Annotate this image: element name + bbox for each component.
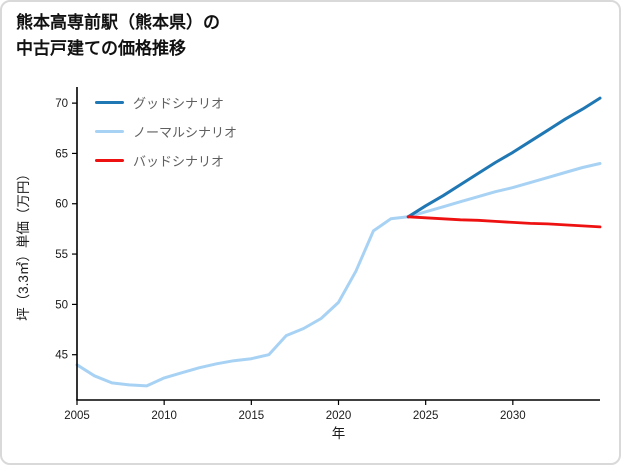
- svg-text:2020: 2020: [326, 410, 352, 422]
- svg-text:50: 50: [55, 299, 68, 311]
- legend-item-good-scenario: グッドシナリオ: [95, 93, 237, 112]
- legend-label-good-scenario: グッドシナリオ: [133, 96, 225, 111]
- page-title-line1: 熊本高専前駅（熊本県）の: [16, 13, 220, 32]
- svg-text:60: 60: [55, 199, 68, 211]
- svg-text:2025: 2025: [413, 410, 439, 422]
- svg-text:坪（3.3㎡）単価（万円）: 坪（3.3㎡）単価（万円）: [16, 167, 31, 321]
- page-title-line2: 中古戸建ての価格推移: [16, 38, 186, 58]
- legend-label-normal-scenario: ノーマルシナリオ: [133, 125, 238, 140]
- page-title: 熊本高専前駅（熊本県）の 中古戸建ての価格推移: [16, 10, 220, 61]
- legend-item-bad-scenario: バッドシナリオ: [95, 151, 237, 170]
- svg-text:45: 45: [55, 350, 68, 362]
- svg-text:2030: 2030: [500, 410, 526, 422]
- svg-text:70: 70: [55, 98, 68, 110]
- svg-text:2015: 2015: [239, 410, 265, 422]
- legend-swatch-normal-scenario: [95, 130, 124, 133]
- legend-swatch-bad-scenario: [95, 159, 124, 162]
- svg-text:65: 65: [55, 148, 68, 160]
- chart-legend: グッドシナリオ ノーマルシナリオ バッドシナリオ: [95, 93, 237, 170]
- svg-text:55: 55: [55, 249, 68, 261]
- legend-item-normal-scenario: ノーマルシナリオ: [95, 122, 237, 141]
- svg-text:2005: 2005: [64, 410, 90, 422]
- legend-swatch-good-scenario: [95, 101, 124, 104]
- legend-label-bad-scenario: バッドシナリオ: [133, 154, 225, 169]
- svg-text:2010: 2010: [151, 410, 177, 422]
- svg-text:年: 年: [332, 426, 346, 441]
